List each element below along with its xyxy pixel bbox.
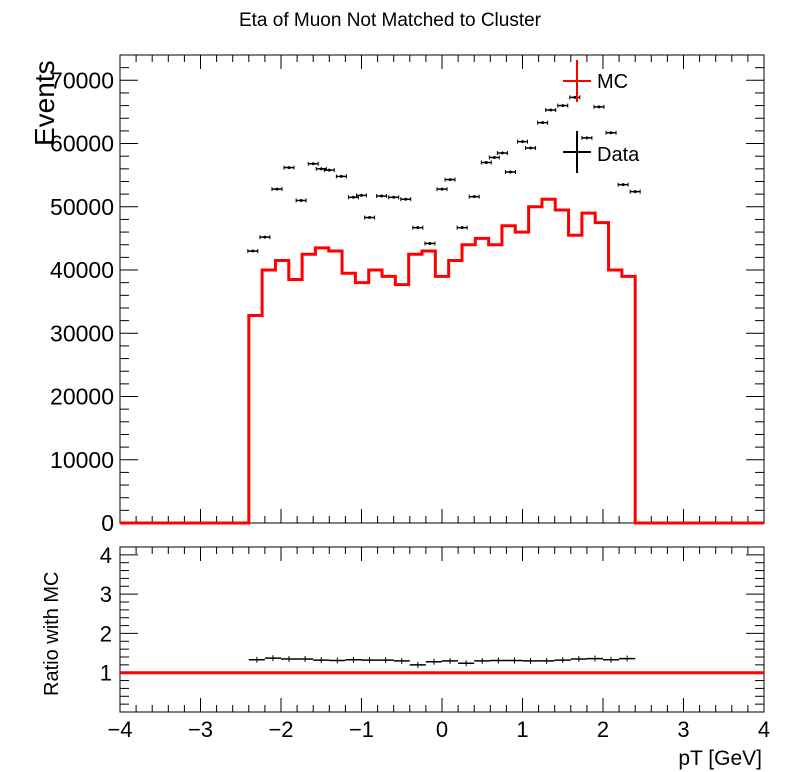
bottom-y-tick-label: 1 <box>100 661 112 686</box>
top-y-axis-label: Events <box>29 60 60 146</box>
data-point <box>400 197 412 202</box>
legend-entry-mc: MC <box>563 60 628 102</box>
ratio-point <box>313 657 330 664</box>
bottom-y-tick-label: 2 <box>100 621 112 646</box>
top-y-tick-label: 0 <box>101 510 114 536</box>
data-point <box>480 160 492 165</box>
ratio-point <box>570 655 587 662</box>
data-point <box>537 120 549 125</box>
x-tick-label: 1 <box>516 717 528 742</box>
ratio-point <box>329 657 346 664</box>
data-point <box>488 155 500 160</box>
ratio-point <box>586 655 603 662</box>
data-point <box>388 195 400 200</box>
mc-series <box>120 197 764 525</box>
mc-histogram-line <box>120 197 764 525</box>
bottom-y-axis: 1 2 3 4 <box>100 543 764 705</box>
data-point <box>569 95 581 100</box>
ratio-point <box>297 655 314 662</box>
data-point <box>323 168 335 173</box>
ratio-point <box>442 657 459 664</box>
top-y-tick-label: 20000 <box>50 384 114 410</box>
legend-mc-label: MC <box>597 71 628 93</box>
data-point <box>517 139 528 144</box>
ratio-point <box>490 657 507 664</box>
legend-entry-data: Data <box>563 131 640 173</box>
legend-data-label: Data <box>597 144 640 166</box>
ratio-point <box>264 655 281 662</box>
ratio-point <box>506 657 523 664</box>
top-y-tick-label: 30000 <box>50 320 114 346</box>
data-point <box>412 225 424 230</box>
x-tick-label: −2 <box>268 717 293 742</box>
bottom-y-axis-label: Ratio with MC <box>41 572 63 696</box>
ratio-series <box>248 655 636 668</box>
data-point <box>557 103 569 108</box>
x-tick-label: −4 <box>107 717 132 742</box>
data-point <box>424 241 436 246</box>
ratio-point <box>522 657 539 664</box>
data-point <box>271 187 283 192</box>
x-tick-label: −3 <box>188 717 213 742</box>
ratio-point <box>377 657 394 664</box>
data-point <box>629 189 641 194</box>
ratio-point <box>345 656 362 663</box>
top-y-tick-label: 50000 <box>50 194 114 220</box>
top-y-tick-label: 10000 <box>50 447 114 473</box>
ratio-point <box>474 657 491 664</box>
ratio-point <box>409 661 426 668</box>
ratio-point <box>538 657 555 664</box>
data-point <box>335 174 347 179</box>
bottom-x-axis: −4 −3 −2 −1 0 1 2 3 4 <box>107 547 770 742</box>
top-y-tick-label: 70000 <box>50 67 114 93</box>
legend: MC Data <box>563 60 640 173</box>
ratio-point <box>458 660 475 667</box>
x-tick-label: 0 <box>436 717 448 742</box>
bottom-y-tick-label: 3 <box>100 582 112 607</box>
data-point <box>247 249 259 254</box>
data-point <box>364 215 376 220</box>
data-point <box>376 194 388 199</box>
data-point <box>456 225 468 230</box>
data-point <box>581 135 593 140</box>
top-y-tick-label: 40000 <box>50 257 114 283</box>
x-tick-label: −1 <box>349 717 374 742</box>
top-y-tick-label: 60000 <box>50 131 114 157</box>
ratio-point <box>619 655 636 662</box>
ratio-point <box>603 656 620 663</box>
data-point <box>259 235 271 240</box>
data-point <box>593 104 605 109</box>
data-point <box>436 187 448 192</box>
data-point <box>468 194 480 199</box>
data-point <box>356 193 367 198</box>
top-plot-frame <box>119 54 765 524</box>
ratio-point <box>393 657 410 664</box>
data-point <box>444 177 456 182</box>
data-point <box>525 145 537 150</box>
top-x-axis-ticks <box>119 55 765 523</box>
x-tick-label: 4 <box>758 717 770 742</box>
data-point <box>295 198 307 203</box>
ratio-point <box>281 655 298 662</box>
data-point <box>496 151 508 156</box>
ratio-point <box>248 656 265 663</box>
x-tick-label: 3 <box>677 717 689 742</box>
data-point <box>504 170 516 174</box>
data-point <box>283 165 295 170</box>
ratio-point <box>361 657 378 664</box>
data-point <box>605 130 617 135</box>
data-series <box>247 95 641 254</box>
ratio-point <box>425 658 442 665</box>
data-point <box>307 161 319 166</box>
bottom-plot-frame <box>119 546 765 713</box>
x-tick-label: 2 <box>597 717 609 742</box>
ratio-point <box>554 657 571 664</box>
bottom-y-tick-label: 4 <box>100 543 112 568</box>
data-point <box>545 108 557 113</box>
data-point <box>617 182 629 187</box>
x-axis-label: pT [GeV] <box>678 747 762 770</box>
top-y-axis: 0 10000 20000 30000 40000 50000 60000 70000 <box>50 54 764 536</box>
chart-title: Eta of Muon Not Matched to Cluster <box>239 10 542 31</box>
